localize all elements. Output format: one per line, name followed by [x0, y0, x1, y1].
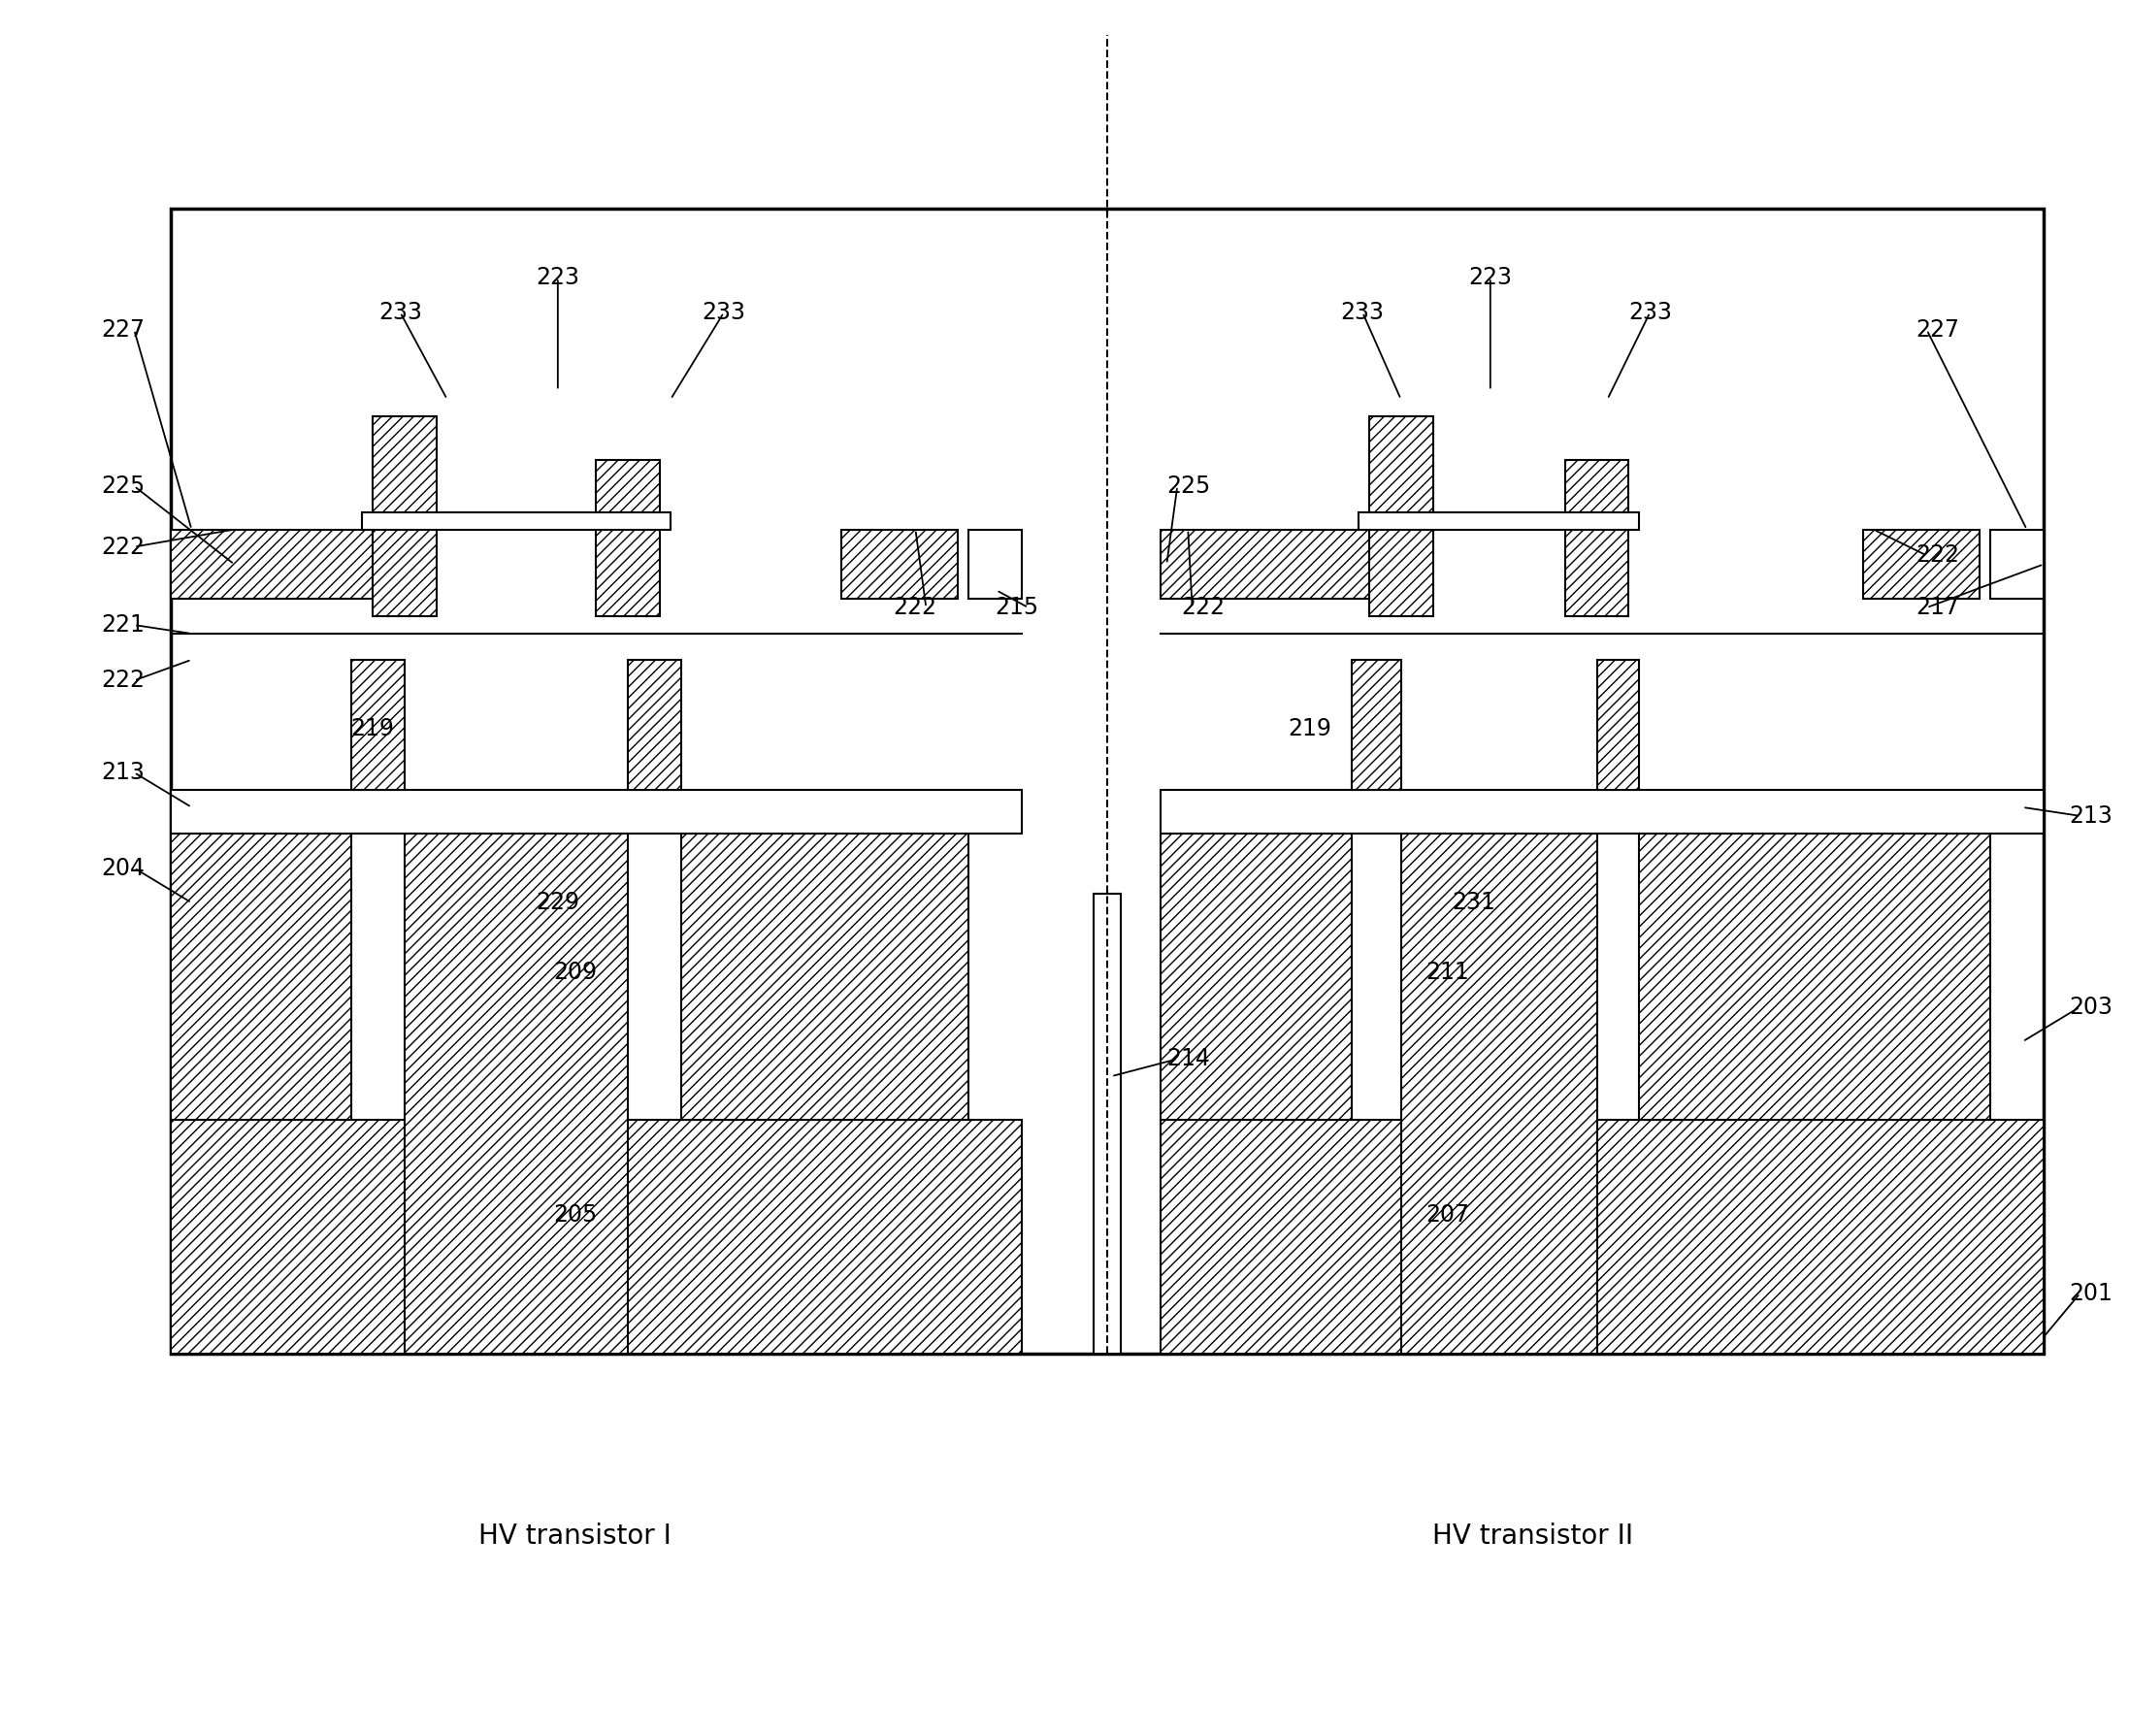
Text: 222: 222	[892, 595, 937, 620]
Bar	[405, 833, 628, 1354]
Text: 225: 225	[1167, 474, 1211, 498]
Bar	[1094, 894, 1120, 1354]
Text: 203: 203	[2069, 995, 2114, 1019]
Bar	[596, 460, 660, 616]
Text: 227: 227	[1916, 318, 1961, 342]
Bar	[1160, 1120, 2044, 1354]
Text: 222: 222	[1182, 595, 1226, 620]
Bar	[1369, 417, 1433, 616]
Text: 217: 217	[1916, 595, 1959, 620]
Text: HV transistor I: HV transistor I	[479, 1522, 671, 1550]
Text: 233: 233	[379, 300, 422, 325]
Text: 204: 204	[100, 856, 145, 880]
Text: 233: 233	[1341, 300, 1384, 325]
Text: 213: 213	[2069, 804, 2112, 828]
Text: 205: 205	[554, 1203, 596, 1227]
Text: 227: 227	[100, 318, 145, 342]
Text: 207: 207	[1426, 1203, 1469, 1227]
Text: 225: 225	[100, 474, 145, 498]
Bar	[351, 660, 405, 790]
Bar	[681, 833, 969, 1120]
Text: 215: 215	[994, 595, 1039, 620]
Text: 219: 219	[1288, 717, 1331, 741]
Text: 229: 229	[537, 891, 579, 915]
Bar	[1160, 833, 1352, 1120]
Text: 222: 222	[100, 668, 145, 693]
Bar	[170, 1120, 1022, 1354]
Bar	[1991, 529, 2044, 599]
Bar	[1863, 529, 1980, 599]
Text: 223: 223	[537, 266, 579, 290]
Text: 233: 233	[703, 300, 745, 325]
Bar	[170, 529, 383, 599]
Bar	[170, 833, 351, 1120]
Bar	[1639, 833, 1991, 1120]
Bar	[373, 417, 436, 616]
Text: 219: 219	[351, 717, 394, 741]
Bar	[1352, 660, 1401, 790]
Text: 233: 233	[1629, 300, 1671, 325]
Bar	[1565, 460, 1629, 616]
Text: 213: 213	[102, 760, 145, 785]
Bar	[362, 512, 671, 529]
Bar	[1160, 790, 2044, 833]
Text: 211: 211	[1426, 960, 1469, 984]
Text: 214: 214	[1167, 1047, 1209, 1071]
Text: 221: 221	[102, 613, 145, 637]
Bar	[1597, 660, 1639, 790]
Bar	[841, 529, 958, 599]
Bar	[170, 208, 2044, 1354]
Bar	[1160, 529, 1384, 599]
Bar	[969, 529, 1022, 599]
Text: 209: 209	[554, 960, 596, 984]
Text: 201: 201	[2069, 1281, 2112, 1305]
Text: HV transistor II: HV transistor II	[1433, 1522, 1633, 1550]
Bar	[628, 660, 681, 790]
Bar	[1358, 512, 1639, 529]
Text: 223: 223	[1469, 266, 1512, 290]
Text: 222: 222	[100, 535, 145, 559]
Text: 231: 231	[1452, 891, 1495, 915]
Text: 222: 222	[1916, 543, 1961, 568]
Bar	[1401, 833, 1597, 1354]
Bar	[170, 790, 1022, 833]
